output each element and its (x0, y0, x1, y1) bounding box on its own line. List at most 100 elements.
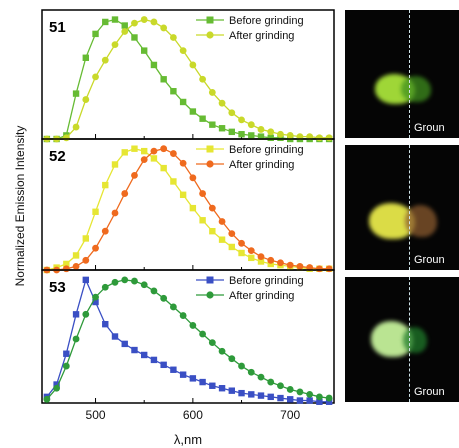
data-point (179, 371, 187, 378)
data-point (131, 145, 138, 152)
data-point (248, 132, 255, 139)
data-point (82, 310, 90, 318)
data-point (267, 260, 274, 268)
data-point (228, 230, 236, 238)
data-point (101, 283, 109, 291)
data-point (199, 75, 207, 83)
ground-label: Groun (414, 386, 445, 398)
data-point (257, 133, 265, 140)
data-point (325, 398, 333, 405)
data-point (218, 125, 226, 132)
data-point (121, 340, 128, 348)
data-point (257, 373, 265, 381)
data-point (82, 96, 90, 103)
legend-entry: After grinding (229, 290, 294, 302)
data-point (208, 339, 216, 347)
data-point (92, 293, 99, 301)
sample-photo-51: Groun (345, 10, 459, 138)
data-point (72, 123, 80, 131)
sample-glow-right (405, 205, 437, 237)
legend-entry: After grinding (229, 30, 294, 42)
data-point (53, 381, 60, 388)
data-point (218, 99, 226, 107)
data-point (228, 387, 235, 394)
data-point (316, 398, 323, 405)
data-point (141, 147, 148, 155)
sample-glow-right (401, 76, 431, 102)
data-point (218, 347, 226, 355)
sample-glow-right (403, 327, 427, 353)
data-point (277, 394, 284, 402)
data-point (111, 278, 119, 286)
data-point (189, 108, 197, 115)
data-point (150, 155, 158, 162)
data-point (92, 73, 99, 81)
data-point (92, 298, 99, 306)
data-point (82, 256, 90, 264)
x-tick-label: 600 (183, 408, 203, 422)
data-point (257, 258, 265, 265)
data-point (228, 355, 236, 363)
data-point (228, 243, 235, 251)
data-point (62, 362, 70, 370)
data-point (267, 134, 274, 142)
legend-marker (206, 160, 214, 168)
data-point (199, 115, 206, 122)
panel-label: 51 (49, 19, 66, 36)
data-point (131, 171, 138, 179)
data-point (238, 239, 245, 247)
panel-label: 53 (49, 279, 66, 296)
data-point (325, 134, 333, 142)
data-point (208, 204, 216, 212)
data-point (316, 265, 323, 273)
data-point (170, 88, 177, 95)
data-point (316, 134, 323, 142)
data-point (131, 277, 138, 285)
sample-photo-52: Groun (345, 145, 459, 270)
data-point (325, 265, 333, 273)
data-point (72, 335, 80, 343)
data-point (131, 34, 138, 41)
data-point (218, 236, 226, 243)
data-point (63, 260, 70, 268)
data-point (111, 16, 119, 23)
data-point (238, 116, 245, 124)
data-point (267, 393, 274, 401)
data-point (296, 397, 304, 404)
data-point (208, 89, 216, 96)
data-point (62, 134, 70, 142)
data-point (189, 174, 197, 182)
data-point (247, 368, 255, 376)
data-point (170, 150, 177, 157)
data-point (121, 28, 129, 35)
data-point (189, 322, 197, 329)
data-point (277, 259, 284, 267)
data-point (316, 393, 323, 401)
data-point (209, 382, 216, 389)
legend-marker (206, 291, 214, 299)
panel-frame-53 (41, 269, 335, 404)
data-point (199, 217, 206, 224)
data-point (228, 109, 236, 117)
data-point (160, 361, 167, 369)
data-point (150, 61, 158, 69)
data-point (121, 149, 128, 156)
data-point (179, 98, 187, 106)
data-point (218, 218, 226, 225)
data-point (121, 276, 129, 284)
data-point (150, 287, 158, 295)
legend-entry: Before grinding (229, 15, 304, 27)
ground-label: Groun (414, 122, 445, 134)
legend-marker (206, 276, 214, 284)
data-point (140, 156, 148, 164)
legend-entry: Before grinding (229, 144, 304, 156)
data-point (131, 346, 138, 354)
data-point (111, 333, 119, 340)
data-point (189, 375, 197, 382)
ground-label: Groun (414, 254, 445, 266)
data-point (286, 132, 294, 139)
data-point (287, 396, 294, 403)
data-point (160, 76, 167, 83)
